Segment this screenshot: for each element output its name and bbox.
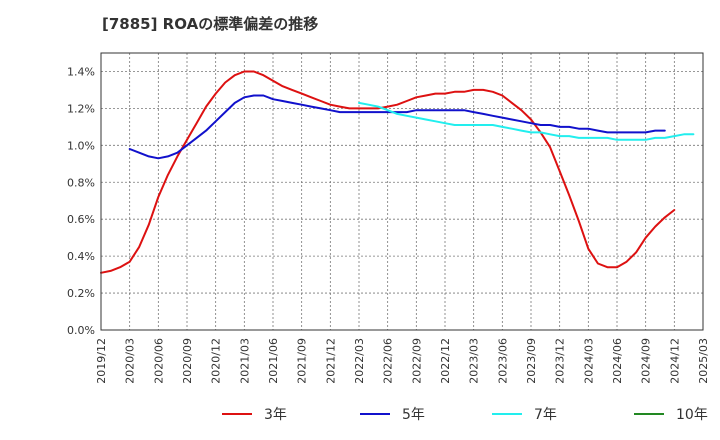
y-tick-label: 1.4% (67, 65, 95, 78)
x-tick-label: 2024/06 (611, 338, 624, 384)
x-tick-label: 2021/09 (296, 338, 309, 384)
x-tick-label: 2023/09 (525, 338, 538, 384)
x-tick-label: 2023/12 (554, 338, 567, 384)
x-tick-label: 2022/12 (439, 338, 452, 384)
x-tick-label: 2024/03 (582, 338, 595, 384)
y-tick-label: 0.2% (67, 287, 95, 300)
x-tick-label: 2022/06 (382, 338, 395, 384)
x-tick-label: 2023/06 (496, 338, 509, 384)
y-tick-label: 0.8% (67, 176, 95, 189)
x-tick-label: 2021/06 (267, 338, 280, 384)
x-tick-label: 2020/09 (181, 338, 194, 384)
y-tick-label: 1.0% (67, 139, 95, 152)
series-layer (100, 70, 695, 274)
x-tick-label: 2020/06 (152, 338, 165, 384)
x-tick-label: 2025/03 (697, 338, 710, 384)
plot-frame (100, 52, 704, 331)
y-tick-label: 0.4% (67, 250, 95, 263)
x-tick-label: 2022/09 (410, 338, 423, 384)
x-tick-label: 2024/12 (668, 338, 681, 384)
x-tick-label: 2021/03 (238, 338, 251, 384)
chart-title: [7885] ROAの標準偏差の推移 (102, 15, 319, 33)
series-line-5年 (128, 94, 666, 160)
legend: 3年 5年 7年 10年 (222, 407, 708, 423)
grid-layer (101, 53, 703, 330)
x-tick-label: 2024/09 (640, 338, 653, 384)
x-axis-ticks: 2019/12 2020/03 2020/06 2020/09 2020/12 2021/… (95, 338, 710, 384)
x-tick-label: 2022/03 (353, 338, 366, 384)
x-tick-label: 2021/12 (324, 338, 337, 384)
legend-label: 3年 (264, 407, 287, 423)
x-tick-label: 2020/12 (210, 338, 223, 384)
y-axis-ticks: 0.0% 0.2% 0.4% 0.6% 0.8% 1.0% 1.2% 1.4% (67, 65, 95, 337)
legend-label: 10年 (676, 407, 708, 423)
legend-label: 5年 (402, 407, 425, 423)
x-tick-label: 2019/12 (95, 338, 108, 384)
series-line-7年 (358, 101, 695, 141)
y-tick-label: 0.0% (67, 324, 95, 337)
legend-label: 7年 (534, 407, 557, 423)
series-line-3年 (100, 70, 676, 274)
x-tick-label: 2020/03 (124, 338, 137, 384)
y-tick-label: 1.2% (67, 102, 95, 115)
y-tick-label: 0.6% (67, 213, 95, 226)
x-tick-label: 2023/03 (468, 338, 481, 384)
